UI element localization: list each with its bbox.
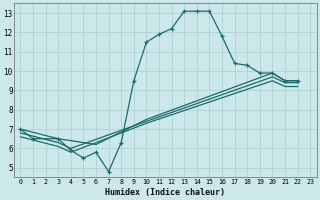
X-axis label: Humidex (Indice chaleur): Humidex (Indice chaleur)	[105, 188, 225, 197]
